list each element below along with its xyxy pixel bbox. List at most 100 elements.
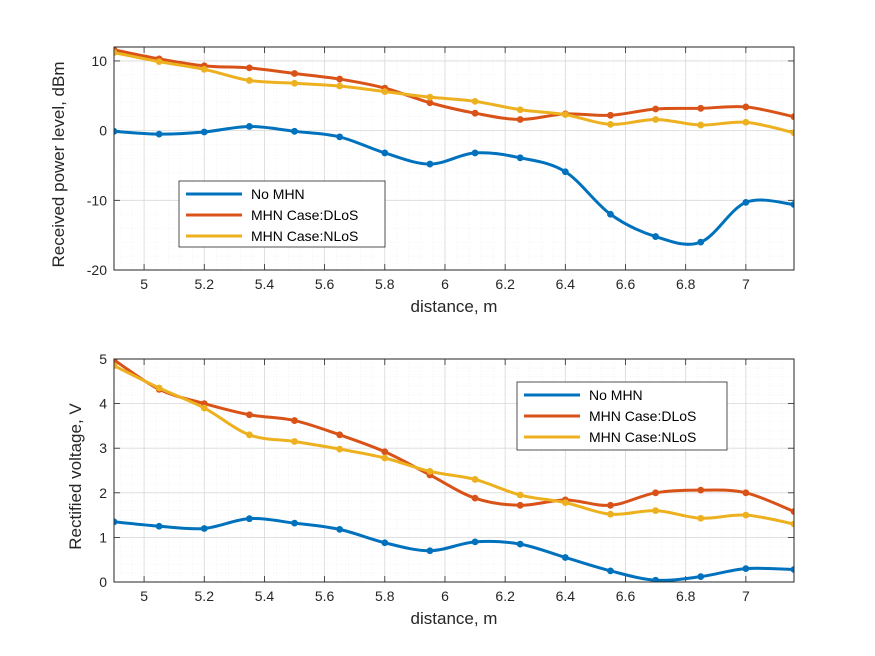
data-point-nlos bbox=[652, 116, 659, 123]
legend: No MHN MHN Case:DLoS MHN Case:NLoS bbox=[178, 180, 386, 248]
data-point-nlos bbox=[245, 77, 253, 84]
x-tick-label: 5 bbox=[140, 588, 148, 604]
data-point-no_mhn bbox=[652, 576, 659, 582]
data-point-dlos bbox=[607, 111, 614, 119]
series-line-nlos bbox=[114, 364, 794, 526]
data-point-no_mhn bbox=[155, 130, 163, 138]
x-tick-label: 7 bbox=[742, 276, 750, 292]
data-point-dlos bbox=[697, 486, 705, 494]
x-tick-label: 6 bbox=[441, 588, 449, 604]
series-line-nlos bbox=[114, 51, 794, 135]
y-tick-label: 4 bbox=[99, 396, 107, 412]
data-point-dlos bbox=[291, 70, 298, 77]
data-point-nlos bbox=[607, 120, 614, 128]
data-point-no_mhn bbox=[790, 566, 794, 573]
data-point-dlos bbox=[652, 489, 659, 497]
legend-label-nlos: MHN Case:NLoS bbox=[251, 228, 358, 244]
data-point-no_mhn bbox=[742, 565, 750, 573]
data-point-no_mhn bbox=[471, 149, 479, 157]
y-tick-label: 2 bbox=[99, 485, 107, 501]
data-point-dlos bbox=[114, 359, 118, 364]
data-point-no_mhn bbox=[561, 168, 569, 176]
y-tick-label: -10 bbox=[87, 192, 107, 208]
data-point-dlos bbox=[471, 494, 479, 502]
data-point-dlos bbox=[697, 104, 705, 112]
legend: No MHN MHN Case:DLoS MHN Case:NLoS bbox=[516, 381, 728, 451]
data-point-no_mhn bbox=[200, 525, 208, 532]
data-point-nlos bbox=[336, 82, 344, 90]
data-point-no_mhn bbox=[652, 233, 659, 240]
data-point-nlos bbox=[561, 111, 569, 118]
top-plot-received-power: 5 5.2 5.4 5.6 5.8 6 6.2 6.4 6.6 6.8 7 -20 -10 0 10 dist… bbox=[49, 46, 795, 316]
data-point-dlos bbox=[245, 411, 253, 419]
data-point-no_mhn bbox=[607, 567, 614, 575]
legend-label-dlos: MHN Case:DLoS bbox=[251, 207, 358, 223]
data-point-dlos bbox=[471, 109, 479, 117]
series-group bbox=[114, 359, 794, 582]
x-tick-label: 6.4 bbox=[556, 588, 576, 604]
bottom-plot-rectified-voltage: 5 5.2 5.4 5.6 5.8 6 6.2 6.4 6.6 6.8 7 0 1 2 3 4 5 distanc… bbox=[66, 351, 795, 628]
legend-label-nlos: MHN Case:NLoS bbox=[589, 429, 696, 445]
x-tick-label: 6.6 bbox=[616, 276, 636, 292]
series-group bbox=[114, 47, 794, 246]
series-line-no_mhn bbox=[114, 124, 794, 246]
data-point-no_mhn bbox=[291, 519, 298, 527]
data-point-dlos bbox=[742, 489, 750, 497]
data-point-dlos bbox=[790, 113, 794, 121]
data-point-nlos bbox=[790, 129, 794, 137]
data-point-dlos bbox=[652, 105, 659, 113]
data-point-dlos bbox=[336, 431, 344, 439]
data-point-nlos bbox=[516, 106, 524, 114]
data-point-no_mhn bbox=[742, 199, 750, 206]
data-point-no_mhn bbox=[336, 133, 344, 141]
data-point-nlos bbox=[697, 514, 705, 522]
data-point-dlos bbox=[516, 116, 524, 123]
data-point-dlos bbox=[742, 103, 750, 111]
data-point-nlos bbox=[291, 79, 298, 87]
x-tick-label: 6 bbox=[441, 276, 449, 292]
data-point-dlos bbox=[516, 501, 524, 509]
data-point-no_mhn bbox=[114, 127, 118, 135]
data-point-dlos bbox=[381, 448, 389, 456]
axes-box bbox=[113, 358, 795, 583]
y-tick-label: 1 bbox=[99, 529, 107, 545]
data-point-nlos bbox=[471, 476, 479, 483]
x-tick-label: 6.8 bbox=[676, 588, 696, 604]
data-point-no_mhn bbox=[516, 154, 524, 162]
y-tick-label: 0 bbox=[99, 123, 107, 139]
data-point-dlos bbox=[426, 99, 434, 107]
data-point-nlos bbox=[155, 384, 163, 392]
data-point-no_mhn bbox=[291, 127, 298, 135]
x-tick-label: 5.4 bbox=[255, 276, 275, 292]
data-point-nlos bbox=[790, 520, 794, 528]
axes-box bbox=[113, 46, 795, 271]
series-line-dlos bbox=[114, 48, 794, 121]
data-point-nlos bbox=[245, 431, 253, 439]
data-point-nlos bbox=[607, 510, 614, 518]
data-point-no_mhn bbox=[114, 518, 118, 526]
x-tick-label: 6.4 bbox=[556, 276, 576, 292]
y-tick-label: 3 bbox=[99, 440, 107, 456]
x-tick-label: 5 bbox=[140, 276, 148, 292]
y-tick-label: 5 bbox=[99, 351, 107, 367]
data-point-no_mhn bbox=[200, 128, 208, 136]
data-point-nlos bbox=[471, 97, 479, 105]
data-point-nlos bbox=[426, 93, 434, 101]
data-point-nlos bbox=[697, 121, 705, 129]
data-point-no_mhn bbox=[381, 149, 389, 157]
data-point-no_mhn bbox=[381, 539, 389, 547]
data-point-nlos bbox=[426, 467, 434, 475]
data-point-dlos bbox=[291, 417, 298, 424]
data-point-nlos bbox=[742, 118, 750, 126]
legend-label-no_mhn: No MHN bbox=[589, 387, 643, 403]
legend-label-no_mhn: No MHN bbox=[251, 186, 305, 202]
x-tick-label: 5.6 bbox=[315, 276, 335, 292]
data-point-nlos bbox=[114, 362, 118, 370]
data-point-dlos bbox=[790, 508, 794, 515]
data-point-nlos bbox=[155, 58, 163, 66]
x-tick-label: 6.6 bbox=[616, 588, 636, 604]
x-tick-label: 5.2 bbox=[195, 588, 215, 604]
y-axis-label: Received power level, dBm bbox=[49, 62, 68, 268]
data-point-no_mhn bbox=[426, 547, 434, 555]
